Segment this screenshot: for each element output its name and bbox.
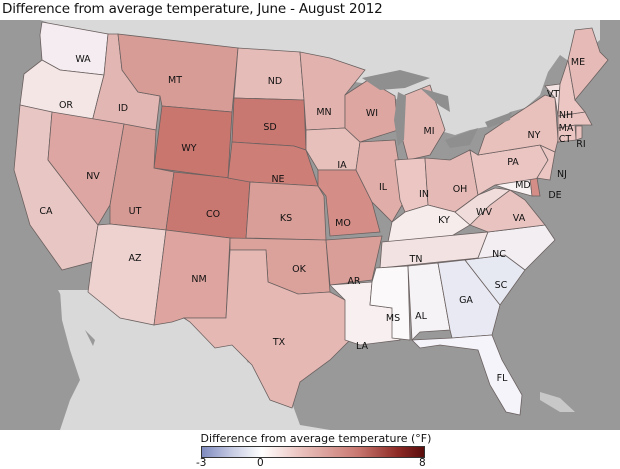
state-ri[interactable] <box>575 125 583 141</box>
state-wy[interactable] <box>153 105 233 179</box>
label-id: ID <box>118 103 128 114</box>
label-de: DE <box>548 190 561 201</box>
legend-zero-label: 0 <box>257 457 264 469</box>
label-nh: NH <box>559 110 573 121</box>
label-nd: ND <box>268 76 282 87</box>
legend-title: Difference from average temperature (°F) <box>200 432 432 445</box>
label-tx: TX <box>272 337 286 348</box>
label-ok: OK <box>292 264 306 275</box>
label-sc: SC <box>495 280 508 291</box>
label-wv: WV <box>476 207 492 218</box>
label-mn: MN <box>316 107 331 118</box>
label-nv: NV <box>86 171 100 182</box>
state-co[interactable] <box>165 171 251 241</box>
label-ri: RI <box>576 139 585 150</box>
label-ms: MS <box>386 313 400 324</box>
label-vt: VT <box>547 89 559 100</box>
map-title: Difference from average temperature, Jun… <box>2 1 383 17</box>
color-legend: Difference from average temperature (°F)… <box>196 432 436 469</box>
legend-max-label: 8 <box>419 457 426 469</box>
temperature-anomaly-map: WA OR CA ID NV MT WY UT CO AZ NM ND SD N… <box>0 20 620 430</box>
label-oh: OH <box>453 184 468 195</box>
label-or: OR <box>59 100 73 111</box>
states-layer <box>13 21 609 416</box>
label-ia: IA <box>337 160 347 171</box>
label-wy: WY <box>181 143 196 154</box>
label-mi: MI <box>424 126 435 137</box>
label-ny: NY <box>528 130 541 141</box>
label-al: AL <box>415 311 427 322</box>
label-ut: UT <box>129 206 142 217</box>
label-nj: NJ <box>557 169 567 180</box>
label-mo: MO <box>335 218 351 229</box>
state-nh[interactable] <box>557 59 586 117</box>
state-fl[interactable] <box>411 334 523 416</box>
label-la: LA <box>356 341 369 352</box>
label-ma: MA <box>559 123 574 134</box>
label-il: IL <box>379 182 388 193</box>
state-nv[interactable] <box>47 111 125 226</box>
state-labels: WA OR CA ID NV MT WY UT CO AZ NM ND SD N… <box>39 54 585 384</box>
label-ky: KY <box>438 215 450 226</box>
mexico-landmass <box>58 290 330 430</box>
caribbean-islands <box>540 392 575 412</box>
label-tn: TN <box>409 254 423 265</box>
baja-peninsula <box>60 290 120 430</box>
label-in: IN <box>419 189 429 200</box>
label-az: AZ <box>128 253 141 264</box>
label-pa: PA <box>507 157 519 168</box>
label-va: VA <box>513 213 526 224</box>
state-nd[interactable] <box>233 47 305 101</box>
legend-min-label: -3 <box>196 457 207 469</box>
label-ks: KS <box>280 213 292 224</box>
label-nc: NC <box>492 249 506 260</box>
label-md: MD <box>515 180 531 191</box>
state-me[interactable] <box>567 27 609 101</box>
label-ca: CA <box>39 206 53 217</box>
state-ar[interactable] <box>325 235 383 286</box>
label-ne: NE <box>271 174 284 185</box>
label-co: CO <box>206 209 220 220</box>
label-wa: WA <box>75 54 91 65</box>
state-tx[interactable] <box>182 249 351 409</box>
label-ga: GA <box>459 295 473 306</box>
great-lakes <box>362 70 512 148</box>
legend-color-bar <box>201 446 425 458</box>
label-me: ME <box>571 57 585 68</box>
label-ct: CT <box>559 134 572 145</box>
label-ar: AR <box>347 276 360 287</box>
label-wi: WI <box>366 108 378 119</box>
label-nm: NM <box>191 274 206 285</box>
label-mt: MT <box>168 75 182 86</box>
state-ks[interactable] <box>245 181 327 241</box>
state-al[interactable] <box>407 262 451 341</box>
label-sd: SD <box>263 122 276 133</box>
label-fl: FL <box>497 373 508 384</box>
